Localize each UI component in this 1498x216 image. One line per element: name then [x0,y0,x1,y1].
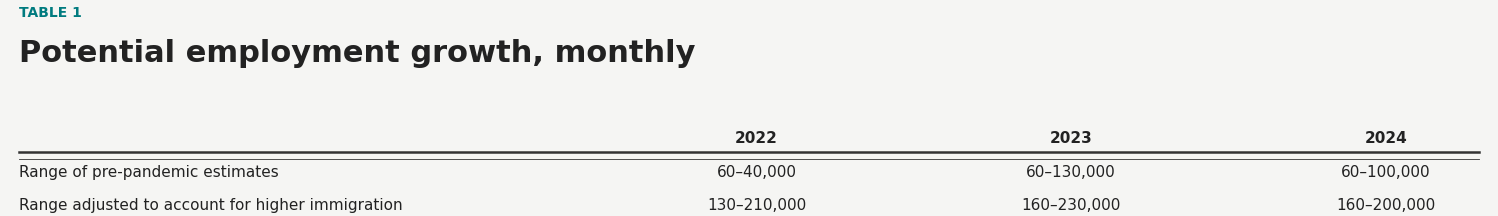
Text: 60–130,000: 60–130,000 [1026,165,1116,180]
Text: 160–230,000: 160–230,000 [1022,198,1121,213]
Text: 160–200,000: 160–200,000 [1336,198,1435,213]
Text: TABLE 1: TABLE 1 [19,6,82,21]
Text: Potential employment growth, monthly: Potential employment growth, monthly [19,39,697,68]
Text: 60–100,000: 60–100,000 [1341,165,1431,180]
Text: Range adjusted to account for higher immigration: Range adjusted to account for higher imm… [19,198,403,213]
Text: 60–40,000: 60–40,000 [716,165,797,180]
Text: 2024: 2024 [1365,131,1407,146]
Text: 130–210,000: 130–210,000 [707,198,806,213]
Text: 2022: 2022 [736,131,777,146]
Text: 2023: 2023 [1050,131,1092,146]
Text: Range of pre-pandemic estimates: Range of pre-pandemic estimates [19,165,279,180]
